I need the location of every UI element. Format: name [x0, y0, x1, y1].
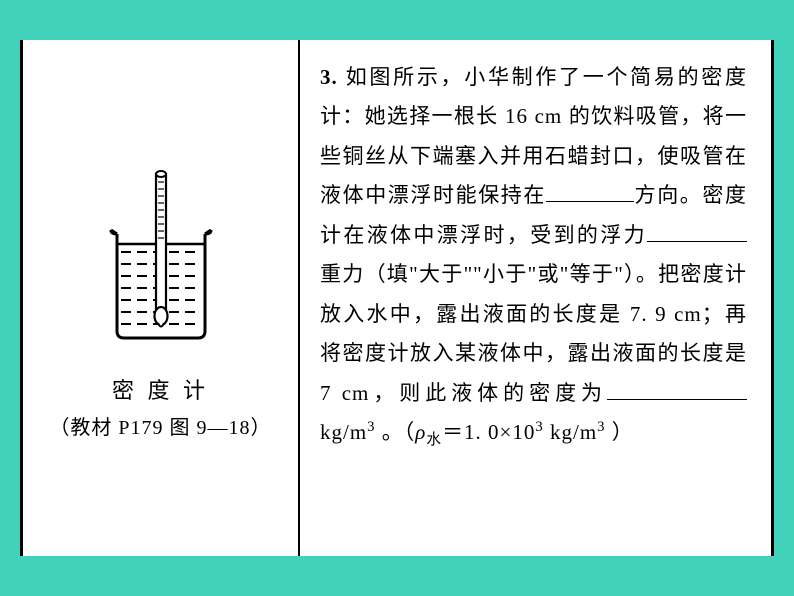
rho-symbol: ρ — [415, 420, 426, 444]
left-column: 密 度 计 （教材 P179 图 9—18） — [20, 40, 300, 556]
diagram-caption: 密 度 计 — [112, 371, 209, 411]
text-4d: kg/m — [544, 420, 597, 444]
diagram-caption-sub: （教材 P179 图 9—18） — [49, 411, 271, 440]
blank-2 — [647, 219, 747, 242]
beaker-svg — [91, 156, 231, 346]
problem-number: 3. — [320, 65, 338, 89]
sup-3a: 3 — [367, 419, 375, 435]
text-4c: ＝1. 0×10 — [442, 420, 535, 444]
blank-1 — [546, 179, 634, 202]
rho-sub: 水 — [426, 432, 442, 448]
right-column: 3. 如图所示，小华制作了一个简易的密度计：她选择一根长 16 cm 的饮料吸管… — [300, 40, 774, 556]
sup-3c: 3 — [597, 419, 605, 435]
problem-text: 3. 如图所示，小华制作了一个简易的密度计：她选择一根长 16 cm 的饮料吸管… — [320, 58, 747, 455]
sup-3b: 3 — [535, 419, 543, 435]
text-4a: kg/m — [320, 420, 367, 444]
text-4e: ） — [606, 420, 634, 444]
hydrometer-diagram — [91, 156, 231, 351]
text-4b: 。（ — [376, 420, 416, 444]
blank-3 — [607, 377, 747, 400]
content-card: 密 度 计 （教材 P179 图 9—18） 3. 如图所示，小华制作了一个简易… — [20, 40, 774, 556]
